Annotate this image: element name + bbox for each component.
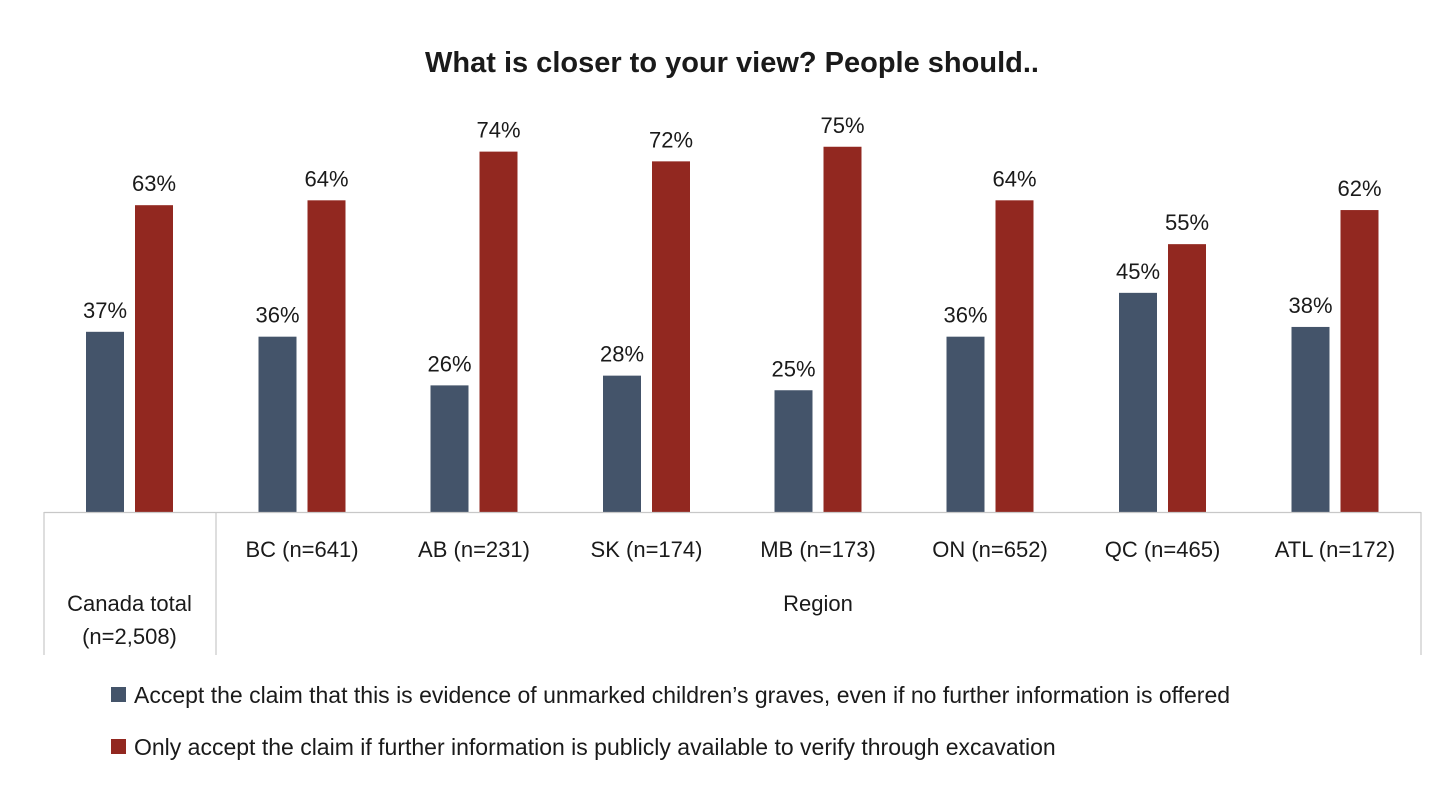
data-label-series1-5: 36% bbox=[943, 303, 987, 328]
category-label-5: ON (n=652) bbox=[932, 537, 1048, 562]
bar-series1-0 bbox=[86, 331, 124, 512]
bar-series1-7 bbox=[1291, 326, 1330, 512]
category-label-2: AB (n=231) bbox=[418, 537, 530, 562]
bar-series1-2 bbox=[430, 385, 469, 512]
chart-title: What is closer to your view? People shou… bbox=[425, 47, 1039, 79]
bar-series2-2 bbox=[479, 151, 518, 512]
bar-series2-7 bbox=[1340, 210, 1379, 512]
data-label-series1-2: 26% bbox=[427, 351, 471, 376]
bar-series2-4 bbox=[823, 146, 862, 512]
data-label-series2-7: 62% bbox=[1337, 176, 1381, 201]
legend: Accept the claim that this is evidence o… bbox=[111, 682, 1230, 760]
category-label-4: MB (n=173) bbox=[760, 537, 876, 562]
data-label-series1-6: 45% bbox=[1116, 259, 1160, 284]
bar-series1-5 bbox=[946, 336, 985, 512]
data-label-series2-2: 74% bbox=[476, 118, 520, 143]
data-label-series2-4: 75% bbox=[820, 113, 864, 138]
category-label-6: QC (n=465) bbox=[1105, 537, 1221, 562]
data-label-series1-4: 25% bbox=[771, 356, 815, 381]
data-label-series1-7: 38% bbox=[1288, 293, 1332, 318]
bar-series1-3 bbox=[603, 375, 641, 512]
bar-series2-5 bbox=[995, 200, 1034, 512]
data-label-series2-6: 55% bbox=[1165, 210, 1209, 235]
bar-series2-6 bbox=[1168, 244, 1206, 512]
data-label-series2-3: 72% bbox=[649, 127, 693, 152]
data-label-series1-0: 37% bbox=[83, 298, 127, 323]
value-labels-layer: 37% 36% 26% 28% 25% 36% 45% 38% 63% 64% 74% 72% 75% 6… bbox=[83, 113, 1382, 382]
group-label-region: Region bbox=[783, 591, 853, 616]
data-label-series1-3: 28% bbox=[600, 342, 644, 367]
bars-layer bbox=[86, 146, 1379, 513]
legend-label-1: Accept the claim that this is evidence o… bbox=[134, 682, 1230, 708]
bar-series1-1 bbox=[258, 336, 297, 512]
legend-swatch-1 bbox=[111, 687, 126, 702]
category-label-0-line2: (n=2,508) bbox=[82, 624, 177, 649]
category-label-7: ATL (n=172) bbox=[1275, 537, 1395, 562]
category-axis-table: Canada total (n=2,508) BC (n=641) AB (n=231… bbox=[43, 511, 1422, 655]
bar-series2-0 bbox=[135, 205, 173, 512]
category-label-1: BC (n=641) bbox=[245, 537, 358, 562]
bar-series1-4 bbox=[774, 390, 813, 512]
category-label-3: SK (n=174) bbox=[591, 537, 703, 562]
category-label-0-line1: Canada total bbox=[67, 591, 192, 616]
legend-label-2: Only accept the claim if further informa… bbox=[134, 734, 1056, 760]
data-label-series1-1: 36% bbox=[255, 303, 299, 328]
data-label-series2-1: 64% bbox=[304, 166, 348, 191]
bar-series2-3 bbox=[652, 161, 690, 513]
legend-swatch-2 bbox=[111, 739, 126, 754]
data-label-series2-5: 64% bbox=[992, 166, 1036, 191]
data-label-series2-0: 63% bbox=[132, 171, 176, 196]
bar-series1-6 bbox=[1119, 292, 1157, 512]
bar-series2-1 bbox=[307, 200, 346, 512]
